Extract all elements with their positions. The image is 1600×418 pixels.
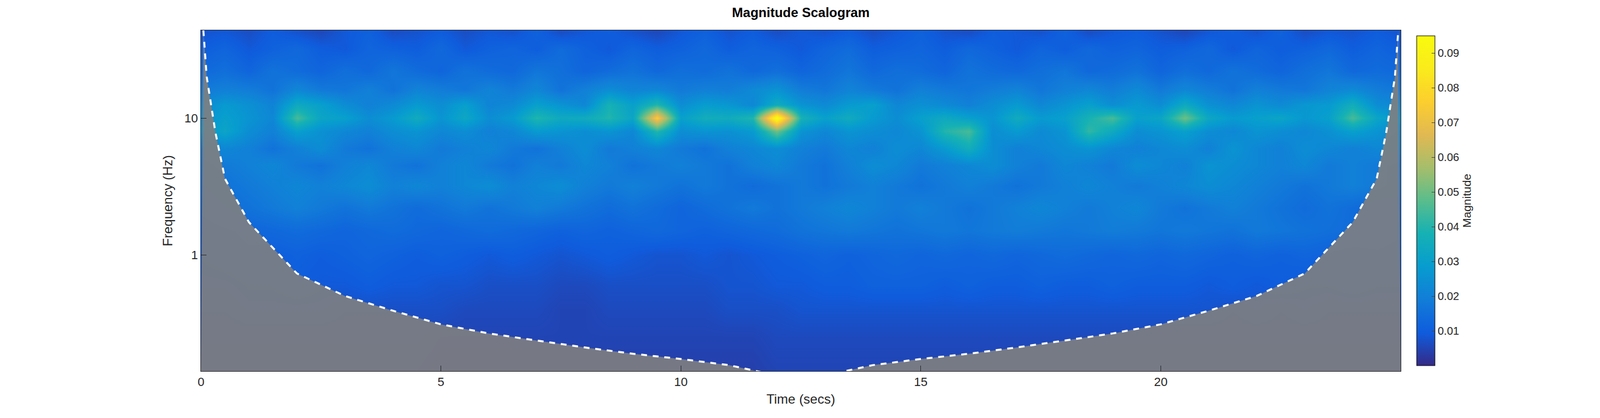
svg-text:0.06: 0.06 (1437, 151, 1460, 164)
svg-text:0.03: 0.03 (1437, 255, 1460, 268)
svg-text:Time (secs): Time (secs) (766, 391, 835, 407)
svg-text:Magnitude Scalogram: Magnitude Scalogram (732, 4, 870, 20)
svg-text:0.05: 0.05 (1437, 186, 1460, 199)
svg-text:20: 20 (1153, 375, 1168, 390)
svg-text:1: 1 (191, 248, 198, 263)
svg-text:10: 10 (184, 111, 198, 126)
svg-text:0.07: 0.07 (1437, 116, 1460, 129)
svg-text:15: 15 (914, 375, 928, 390)
svg-text:0: 0 (197, 375, 205, 390)
svg-text:Magnitude: Magnitude (1460, 173, 1474, 229)
svg-text:0.04: 0.04 (1437, 220, 1460, 233)
svg-text:10: 10 (674, 375, 688, 390)
svg-text:0.09: 0.09 (1437, 46, 1460, 60)
svg-text:Frequency (Hz): Frequency (Hz) (160, 155, 176, 247)
svg-text:0.01: 0.01 (1437, 325, 1460, 338)
svg-text:0.02: 0.02 (1437, 290, 1460, 303)
svg-text:5: 5 (437, 375, 444, 390)
svg-text:0.08: 0.08 (1437, 81, 1460, 94)
